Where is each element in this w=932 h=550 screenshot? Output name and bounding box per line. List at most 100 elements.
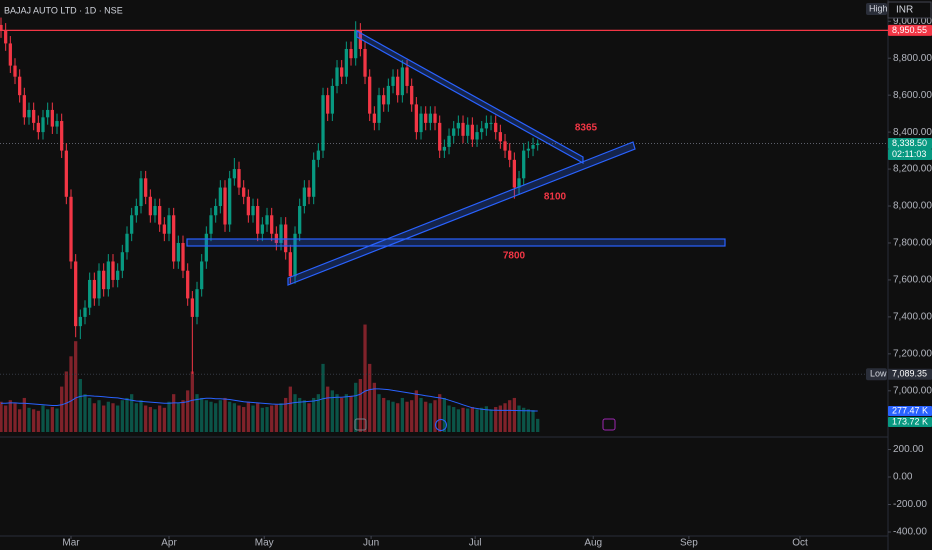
candle-body — [508, 150, 512, 160]
candle-body — [414, 104, 418, 133]
volume-bar — [503, 403, 507, 432]
candle-body — [195, 289, 199, 317]
volume-bar — [265, 407, 269, 432]
volume-bar — [242, 407, 246, 432]
volume-bar — [22, 397, 26, 432]
volume-bar — [181, 400, 185, 432]
volume-bar — [8, 400, 12, 432]
candle-body — [330, 85, 334, 114]
candle-body — [344, 48, 348, 77]
dividend-icon — [435, 419, 447, 431]
candle-body — [200, 261, 204, 290]
volume-bar — [69, 356, 73, 432]
last-price-label-box — [888, 137, 932, 149]
volume-bar — [190, 371, 194, 432]
candle-body — [64, 150, 68, 197]
candle-body — [111, 261, 115, 280]
candle-body — [218, 187, 222, 207]
level-price-label: 8,950.55 — [892, 25, 927, 35]
volume-bar — [349, 395, 353, 432]
volume-bar — [153, 409, 157, 432]
volume-bar — [83, 394, 87, 432]
high-label: High — [869, 3, 888, 13]
volume-bar — [461, 407, 465, 432]
candle-body — [228, 178, 232, 225]
candle-body — [134, 206, 138, 216]
y-tick-label: 9,000.00 — [893, 16, 932, 27]
candle-body — [410, 85, 414, 105]
y-tick-label: 7,800.00 — [893, 238, 932, 249]
indicator-tick-label: -200.00 — [893, 499, 927, 510]
volume-bar — [508, 400, 512, 432]
x-tick-label: Mar — [62, 538, 80, 549]
candle-body — [335, 67, 339, 86]
candle-body — [424, 113, 428, 123]
candle-body — [354, 30, 358, 59]
candle-body — [391, 76, 395, 86]
volume-bar — [144, 405, 148, 432]
candle-body — [447, 135, 451, 147]
last-price-label: 8,338.50 — [892, 138, 927, 148]
volume-bar — [97, 400, 101, 432]
candle-body — [461, 122, 465, 136]
volume-bar — [330, 390, 334, 432]
low-label: Low — [870, 369, 887, 379]
candle-body — [148, 196, 152, 216]
candle-body — [36, 122, 40, 133]
volume-bar — [214, 403, 218, 432]
candle-body — [120, 252, 124, 271]
volume-bar — [414, 390, 418, 432]
volume-bar — [120, 400, 124, 432]
volume-bar — [494, 407, 498, 432]
candle-body — [293, 233, 297, 277]
countdown-box — [888, 148, 932, 160]
volume-ma-label-box — [888, 406, 932, 417]
volume-bar — [148, 407, 152, 432]
volume-bar — [274, 404, 278, 432]
volume-bar — [312, 397, 316, 432]
candle-body — [302, 187, 306, 207]
indicator-tick-label: -400.00 — [893, 527, 927, 538]
x-tick-label: Jun — [363, 538, 379, 549]
volume-bar — [88, 397, 92, 432]
y-tick-label: 8,800.00 — [893, 53, 932, 64]
volume-bar — [316, 394, 320, 432]
volume-bar — [36, 410, 40, 432]
volume-bar — [531, 410, 535, 432]
x-tick-label: Oct — [792, 538, 808, 549]
volume-bar — [195, 394, 199, 432]
candle-body — [298, 206, 302, 234]
volume-bar — [438, 394, 442, 432]
y-tick-label: 7,000.00 — [893, 385, 932, 396]
candle-body — [41, 117, 45, 133]
y-tick-label: 7,200.00 — [893, 348, 932, 359]
volume-bar — [92, 403, 96, 432]
y-tick-label: 8,600.00 — [893, 90, 932, 101]
volume-bar — [256, 403, 260, 432]
candle-body — [456, 122, 460, 129]
candle-body — [60, 121, 64, 151]
volume-bar — [260, 407, 264, 432]
candle-body — [130, 215, 134, 234]
volume-bar — [4, 405, 8, 432]
currency-box[interactable] — [887, 1, 932, 19]
candle-body — [237, 169, 241, 188]
volume-bar — [489, 409, 493, 432]
candle-body — [209, 215, 213, 234]
volume-bar — [470, 407, 474, 432]
volume-bar — [475, 409, 479, 432]
candle-body — [13, 65, 17, 77]
candle-body — [265, 215, 269, 225]
candle-body — [326, 95, 330, 114]
volume-bar — [32, 409, 36, 432]
volume-bar — [167, 401, 171, 432]
candle-body — [190, 298, 194, 317]
candle-body — [307, 187, 311, 197]
volume-bar — [237, 405, 241, 432]
volume-bar — [396, 403, 400, 432]
volume-bar — [279, 403, 283, 432]
volume-bar — [466, 408, 470, 432]
event-icons — [354, 418, 616, 431]
candle-body — [158, 206, 162, 225]
